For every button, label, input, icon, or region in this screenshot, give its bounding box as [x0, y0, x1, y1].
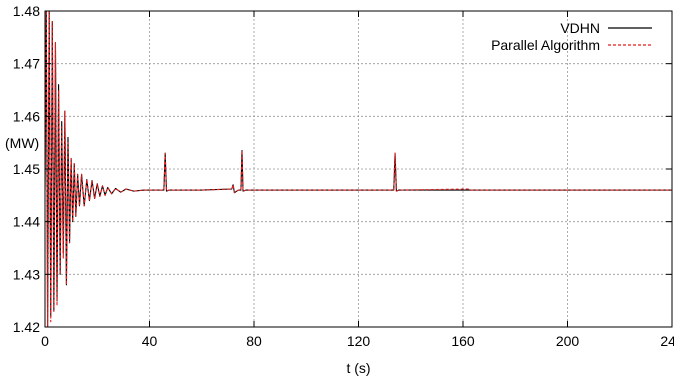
y-tick-label: 1.46 — [13, 108, 40, 124]
y-tick-label: 1.47 — [13, 56, 40, 72]
y-tick-label: 1.45 — [13, 161, 40, 177]
x-tick-label: 40 — [142, 333, 158, 349]
grid-lines — [45, 11, 672, 327]
x-tick-label: 200 — [556, 333, 580, 349]
y-tick-label: 1.48 — [13, 3, 40, 19]
x-tick-label: 0 — [41, 333, 49, 349]
legend-label: VDHN — [560, 20, 600, 36]
x-tick-label: 240 — [660, 333, 674, 349]
x-tick-label: 120 — [347, 333, 371, 349]
x-axis-label: t (s) — [346, 360, 370, 376]
axis-ticks: 0 40 80 120 160 200 240 1.42 1.43 1.44 1.45 1.46 1.4… — [13, 3, 674, 349]
y-axis-label: (MW) — [5, 135, 39, 151]
y-tick-label: 1.42 — [13, 319, 40, 335]
series-line-parallel-algorithm — [45, 11, 672, 327]
series-lines — [45, 11, 672, 327]
y-tick-label: 1.43 — [13, 266, 40, 282]
x-tick-label: 80 — [246, 333, 262, 349]
legend-label: Parallel Algorithm — [491, 37, 600, 53]
y-tick-label: 1.44 — [13, 214, 40, 230]
x-tick-label: 160 — [451, 333, 475, 349]
